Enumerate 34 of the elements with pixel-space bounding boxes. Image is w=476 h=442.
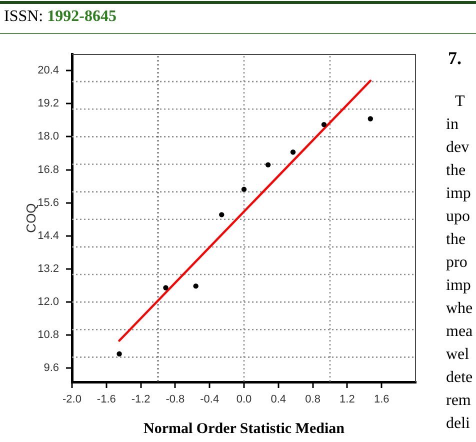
y-tick-label: 15.6 [38, 196, 59, 209]
x-tick-label: -2.0 [62, 394, 82, 406]
x-tick-label: -0.4 [200, 394, 220, 406]
point [241, 186, 247, 192]
x-tick-label: 0.8 [305, 394, 320, 406]
text: T in dev the imp upo the pro imp whe mea wel dete rem deli [446, 93, 473, 432]
point [116, 351, 122, 356]
text: 7. [448, 47, 462, 69]
point [321, 122, 327, 128]
y-tick-label: 18.0 [38, 130, 59, 143]
y-tick-label: 13.2 [38, 263, 59, 276]
x-tick-label: 0.0 [236, 394, 252, 406]
y-tick-label: 20.4 [38, 64, 59, 77]
x-tick-label: 1.6 [374, 394, 390, 406]
point [163, 285, 168, 290]
x-tick-label: 1.2 [340, 394, 355, 406]
x-tick-label: -1.2 [131, 394, 150, 406]
y-tick-label: 12.0 [38, 296, 59, 308]
y-axis-title: COQ [23, 203, 38, 233]
y-tick-label: 19.2 [38, 98, 59, 110]
x-tick-label: 0.4 [270, 394, 286, 406]
point [265, 162, 271, 168]
y-tick-label: 10.8 [38, 329, 59, 342]
point [193, 283, 198, 289]
x-tick-label: -0.8 [166, 394, 185, 406]
text: ISSN: 1992-8645 [4, 8, 116, 25]
point [290, 150, 296, 155]
x-axis-title: Normal Order Statistic Median [144, 420, 346, 437]
point [368, 116, 374, 122]
y-tick-label: 14.4 [38, 230, 59, 242]
x-tick-label: -1.6 [96, 394, 116, 406]
y-tick-label: 16.8 [38, 164, 59, 176]
point [219, 212, 224, 218]
y-tick-label: 9.6 [44, 362, 59, 374]
